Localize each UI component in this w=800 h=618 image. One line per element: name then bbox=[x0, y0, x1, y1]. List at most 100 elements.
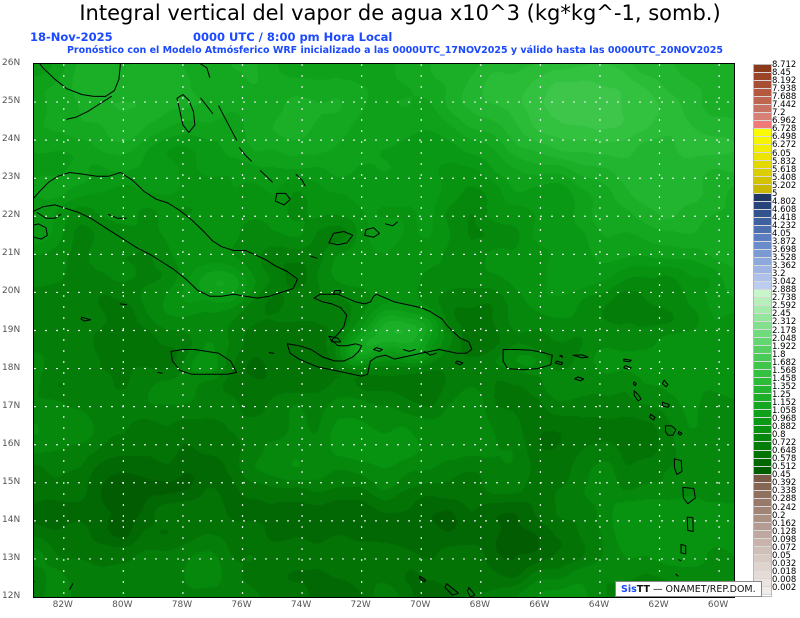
coastline bbox=[675, 573, 679, 577]
colorbar-tick: 0.008 bbox=[772, 574, 797, 585]
lat-tick: 19N bbox=[2, 324, 21, 335]
colorbar-tick: 3.872 bbox=[772, 236, 797, 247]
credit-tt: TT bbox=[636, 583, 650, 595]
colorbar-tick: 3.362 bbox=[772, 260, 797, 271]
colorbar-swatch bbox=[754, 426, 771, 435]
colorbar-swatch bbox=[754, 506, 771, 515]
lat-tick: 22N bbox=[2, 210, 21, 221]
colorbar-swatch bbox=[754, 587, 771, 596]
coastline bbox=[455, 360, 464, 366]
forecast-time: 0000 UTC / 8:00 pm Hora Local bbox=[193, 30, 393, 44]
colorbar-swatch bbox=[754, 330, 771, 339]
colorbar-swatch bbox=[754, 209, 771, 218]
coastline bbox=[108, 213, 127, 219]
colorbar-tick: 0.648 bbox=[772, 445, 797, 456]
colorbar-tick: 7.938 bbox=[772, 83, 797, 94]
colorbar-swatch bbox=[754, 554, 771, 563]
coastline bbox=[218, 105, 238, 141]
colorbar-tick: 6.962 bbox=[772, 116, 797, 127]
colorbar-swatch bbox=[754, 538, 771, 547]
colorbar-swatch bbox=[754, 530, 771, 539]
coastline bbox=[34, 223, 48, 240]
lon-tick: 60W bbox=[707, 600, 729, 610]
colorbar-swatch bbox=[754, 354, 771, 363]
coastline bbox=[39, 64, 121, 97]
colorbar-tick: 5.408 bbox=[772, 172, 797, 183]
colorbar-swatch bbox=[754, 362, 771, 371]
coastline bbox=[466, 587, 476, 597]
colorbar-tick: 2.45 bbox=[772, 309, 791, 320]
colorbar-tick: 5.618 bbox=[772, 164, 797, 175]
colorbar-swatch bbox=[754, 273, 771, 282]
coastline bbox=[310, 255, 318, 259]
colorbar-tick: 0.968 bbox=[772, 413, 797, 424]
colorbar-tick: 2.312 bbox=[772, 317, 797, 328]
colorbar-swatch bbox=[754, 570, 771, 579]
colorbar-tick: 8.45 bbox=[772, 67, 791, 78]
colorbar-swatch bbox=[754, 129, 771, 138]
colorbar-tick: 6.498 bbox=[772, 132, 797, 143]
coastline bbox=[419, 575, 427, 583]
lon-tick: 70W bbox=[410, 600, 431, 610]
coastline bbox=[678, 559, 682, 562]
lat-tick: 15N bbox=[2, 476, 21, 487]
colorbar-tick: 1.922 bbox=[772, 341, 797, 352]
colorbar-swatch bbox=[754, 81, 771, 90]
colorbar-swatch bbox=[754, 249, 771, 258]
map-plot-area bbox=[33, 63, 735, 598]
lat-tick: 21N bbox=[2, 248, 21, 259]
colorbar-tick: 1.568 bbox=[772, 365, 797, 376]
coastline bbox=[623, 365, 632, 370]
colorbar-swatch bbox=[754, 386, 771, 395]
colorbar-tick: 2.592 bbox=[772, 301, 797, 312]
colorbar-swatch bbox=[754, 546, 771, 555]
coastline bbox=[328, 335, 342, 343]
colorbar-swatch bbox=[754, 498, 771, 507]
colorbar-tick: 0.162 bbox=[772, 518, 797, 529]
colorbar-swatch bbox=[754, 402, 771, 411]
colorbar-swatch bbox=[754, 73, 771, 82]
coastline bbox=[170, 349, 238, 375]
colorbar-tick: 0.002 bbox=[772, 582, 797, 593]
colorbar-swatch bbox=[754, 474, 771, 483]
colorbar-swatch bbox=[754, 313, 771, 322]
coastline bbox=[632, 381, 637, 387]
forecast-date: 18-Nov-2025 bbox=[30, 30, 113, 44]
lon-tick: 74W bbox=[290, 600, 312, 610]
colorbar-swatch bbox=[754, 579, 771, 588]
credit-sis: Sis bbox=[621, 583, 637, 595]
lon-tick: 80W bbox=[112, 600, 133, 610]
lat-tick: 16N bbox=[2, 438, 21, 449]
colorbar-swatch bbox=[754, 394, 771, 403]
coastline bbox=[559, 354, 564, 358]
lat-tick: 23N bbox=[2, 172, 21, 183]
colorbar-swatch bbox=[754, 418, 771, 427]
colorbar-tick: 3.698 bbox=[772, 244, 797, 255]
colorbar-swatch bbox=[754, 490, 771, 499]
colorbar-swatch bbox=[754, 514, 771, 523]
colorbar-tick: 0.512 bbox=[772, 462, 797, 473]
lat-tick: 20N bbox=[2, 286, 21, 297]
coastline bbox=[286, 293, 473, 377]
coastline bbox=[623, 358, 632, 363]
coastline bbox=[385, 221, 398, 227]
colorbar-swatch bbox=[754, 89, 771, 98]
colorbar-swatch bbox=[754, 482, 771, 491]
colorbar-swatch bbox=[754, 322, 771, 331]
coastline bbox=[502, 349, 553, 371]
credit-org: — ONAMET/REP.DOM. bbox=[652, 583, 756, 595]
colorbar-tick: 8.192 bbox=[772, 75, 797, 86]
colorbar-tick: 1.25 bbox=[772, 389, 791, 400]
colorbar-tick: 0.098 bbox=[772, 534, 797, 545]
colorbar-swatch bbox=[754, 145, 771, 154]
colorbar-tick: 0.392 bbox=[772, 478, 797, 489]
lat-tick: 12N bbox=[2, 591, 21, 601]
colorbar-tick: 6.272 bbox=[772, 140, 797, 151]
coastline bbox=[200, 97, 214, 114]
colorbar-tick: 3.2 bbox=[772, 268, 786, 279]
colorbar-tick: 0.45 bbox=[772, 470, 791, 481]
colorbar-tick: 0.032 bbox=[772, 558, 797, 569]
coastline bbox=[34, 172, 299, 299]
colorbar-swatch bbox=[754, 137, 771, 146]
